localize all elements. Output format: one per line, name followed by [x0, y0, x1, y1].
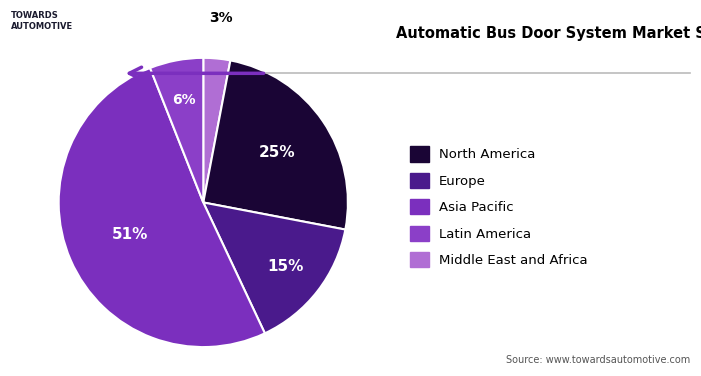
Text: 15%: 15%: [267, 259, 304, 274]
Wedge shape: [203, 61, 348, 230]
Wedge shape: [59, 68, 265, 347]
Wedge shape: [150, 58, 203, 202]
Legend: North America, Europe, Asia Pacific, Latin America, Middle East and Africa: North America, Europe, Asia Pacific, Lat…: [406, 142, 592, 271]
Text: TOWARDS
AUTOMOTIVE: TOWARDS AUTOMOTIVE: [11, 11, 73, 31]
Wedge shape: [203, 202, 346, 333]
Text: Automatic Bus Door System Market Share, By Region, 2023 (%): Automatic Bus Door System Market Share, …: [396, 26, 701, 41]
Text: 25%: 25%: [259, 144, 296, 159]
Text: Source: www.towardsautomotive.com: Source: www.towardsautomotive.com: [506, 355, 690, 365]
Wedge shape: [203, 58, 231, 202]
Text: 51%: 51%: [112, 227, 149, 241]
Text: 6%: 6%: [172, 93, 196, 107]
Text: 3%: 3%: [209, 11, 233, 25]
